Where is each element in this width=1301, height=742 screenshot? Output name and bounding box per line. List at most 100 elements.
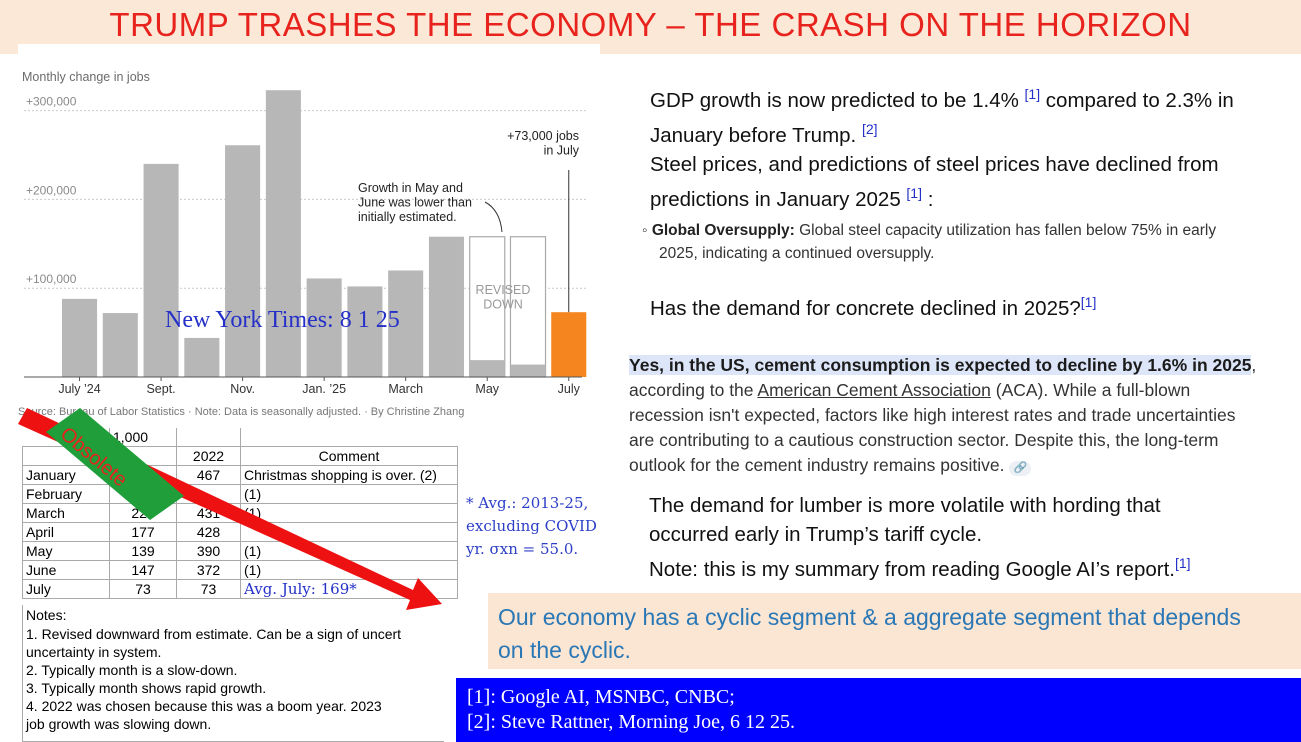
ref-1[interactable]: [1] [1080,294,1097,310]
bullet-icon: ◦ [642,222,652,239]
x-tick-label: July [558,382,581,396]
concrete-question: Has the demand for concrete declined in … [650,294,1097,320]
table-cell-month: June [22,560,110,580]
note-line: job growth was slowing down. [26,716,212,732]
summary-box [488,593,1301,669]
notes-label: Notes: [26,607,67,623]
table-row: April 177 428 [22,522,458,542]
bar [347,286,383,377]
table-cell-value: 467 [176,465,241,485]
x-tick-label: May [475,382,499,396]
chart-source: Source: Bureau of Labor Statistics · Not… [18,406,464,418]
bar [102,313,138,377]
x-tick-label: Jan. ’25 [302,382,346,396]
bar [306,278,342,377]
table-row: June 147 372 (1) [22,560,458,580]
bar [62,298,98,377]
table-cell-month: May [22,541,110,561]
table-cell-value: 73 [176,579,241,599]
table-cell-comment: (1) [240,541,458,561]
table-cell-value: 147 [109,560,177,580]
reference-1: [1]: Google AI, MSNBC, CNBC; [467,686,735,708]
annotation-revised: REVISED [476,283,531,297]
revised-bar-outline [469,236,506,378]
chart-title: Monthly change in jobs [22,70,150,84]
bar [184,337,220,377]
bar [388,270,424,377]
revised-bar-outline [509,236,547,378]
note-line: 2. Typically month is a slow-down. [26,662,238,678]
table-row: May 139 390 (1) [22,541,458,561]
note-line: uncertainty in system. [26,644,162,660]
steel-bullet: ◦ Global Oversupply: Global steel capaci… [642,222,1217,262]
annotation-growth: June was lower than [358,196,472,210]
bar [510,364,546,377]
note-line: 3. Typically month shows rapid growth. [26,680,267,696]
annotation-july: +73,000 jobs [507,129,579,143]
nyt-source-label: New York Times: 8 1 25 [165,307,400,333]
cement-text: Yes, in the US, cement consumption is ex… [629,355,1257,476]
link-icon[interactable]: 🔗 [1009,461,1032,476]
table-cell-value: 139 [109,541,177,561]
table-row: March 228 431 (1) [22,503,458,523]
aca-link[interactable]: American Cement Association [757,380,991,400]
table-cell-value [176,484,241,504]
bar [143,163,179,377]
table-cell-comment: (1) [240,484,458,504]
bar [225,145,261,377]
cement-highlight: Yes, in the US, cement consumption is ex… [629,355,1252,375]
table-cell-value: 390 [176,541,241,561]
bar [428,236,464,377]
avg-note-line: yr. σxn = 55.0. [466,540,579,558]
lumber-text: The demand for lumber is more volatile w… [649,494,1191,581]
table-header-comment: Comment [240,446,458,466]
table-cell-value: 228 [109,503,177,523]
table-cell-comment: (1) [240,503,458,523]
note-line: 4. 2022 was chosen because this was a bo… [26,698,382,714]
ref-1[interactable]: [1] [1024,86,1041,102]
table-cell-comment: Avg. July: 169* [240,579,458,599]
steel-text: Steel prices, and predictions of steel p… [650,153,1219,211]
slide-title: TRUMP TRASHES THE ECONOMY – THE CRASH ON… [109,6,1192,43]
x-tick-label: July ’24 [58,382,100,396]
table-cell-month: April [22,522,110,542]
table-notes: Notes: 1. Revised downward from estimate… [22,605,444,742]
table-cell-value: 372 [176,560,241,580]
table-cell-month: July [22,579,110,599]
table-cell-comment: (1) [240,560,458,580]
table-cell-value: 431 [176,503,241,523]
bar [469,360,505,377]
annotation-curve [484,201,503,233]
avg-note: * Avg.: 2013-25, excluding COVID yr. σxn… [466,492,597,561]
bar [551,312,587,377]
table-cell-value: 73 [109,579,177,599]
table-cell-value: 177 [109,522,177,542]
table-header-2022: 2022 [176,446,241,466]
references-box [456,678,1301,742]
y-tick-label: +100,000 [26,272,77,286]
gdp-text: GDP growth is now predicted to be 1.4% [… [650,86,1234,147]
reference-2: [2]: Steve Rattner, Morning Joe, 6 12 25… [467,711,796,733]
table-units: 1,000 [109,428,177,447]
ref-1[interactable]: [1] [906,185,922,201]
table-row: July 73 73 Avg. July: 169* [22,579,458,599]
annotation-growth: initially estimated. [358,210,457,224]
bar [265,90,301,377]
jobs-bar-chart: Monthly change in jobs +300,000 +200,000 +1… [18,70,588,418]
table-cell-comment [240,522,458,542]
table-cell-month: February [22,484,110,504]
table-row: February 151 (1) [22,484,458,504]
ref-1[interactable]: [1] [1174,555,1191,571]
annotation-revised: DOWN [483,298,523,312]
avg-note-line: * Avg.: 2013-25, [466,494,589,512]
x-tick-label: March [388,382,423,396]
summary-text: Our economy has a cyclic segment & a agg… [498,604,1241,663]
table-cell-value: 428 [176,522,241,542]
y-tick-label: +300,000 [26,95,77,109]
y-tick-label: +200,000 [26,183,77,197]
note-line: 1. Revised downward from estimate. Can b… [26,626,402,642]
annotation-growth: Growth in May and [358,181,463,195]
avg-note-line: excluding COVID [466,517,597,535]
table-cell-month: March [22,503,110,523]
ref-2[interactable]: [2] [861,120,878,137]
